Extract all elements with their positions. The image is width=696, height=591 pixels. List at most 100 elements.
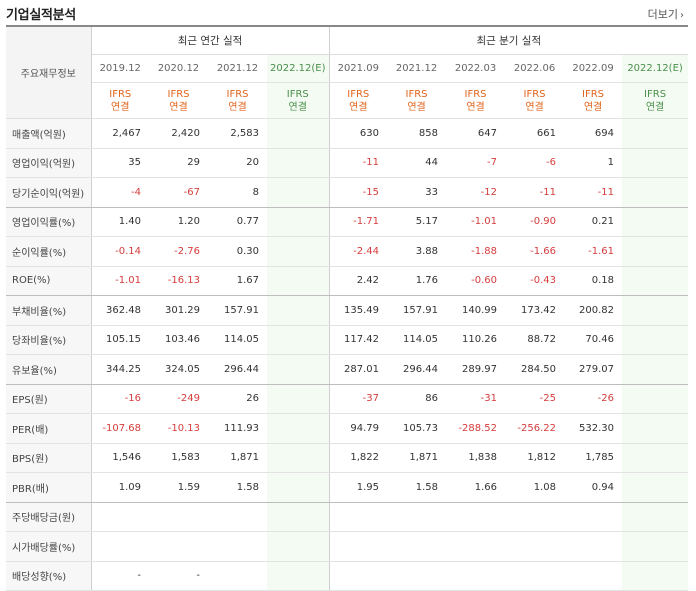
table-row: 순이익률(%) -0.14 -2.76 0.30 -2.44 3.88 -1.88 -1.66…: [6, 236, 689, 267]
basis-header: IFRS 연결: [564, 82, 623, 119]
cell-quarter: 1.95: [329, 472, 388, 503]
cell-annual: 1.20: [149, 207, 208, 237]
row-label: PBR(배): [6, 472, 92, 503]
cell-quarter: 44: [387, 148, 447, 178]
period-header: 2021.09: [329, 54, 388, 83]
cell-annual: 29: [149, 148, 208, 178]
cell-quarter: -1.01: [446, 207, 506, 237]
basis-ifrs: IFRS: [644, 88, 667, 100]
cell-annual: [267, 207, 330, 237]
cell-quarter: [446, 531, 506, 562]
basis-consolidated: 연결: [407, 101, 426, 113]
row-label: 순이익률(%): [6, 236, 92, 267]
cell-annual: [91, 502, 149, 532]
cell-quarter: [505, 561, 565, 591]
row-label: 매출액(억원): [6, 118, 92, 149]
cell-quarter: [564, 561, 623, 591]
basis-ifrs: IFRS: [464, 88, 487, 100]
cell-quarter: 110.26: [446, 325, 506, 355]
cell-annual: 1.58: [208, 472, 267, 503]
basis-ifrs: IFRS: [523, 88, 546, 100]
row-label: 주당배당금(원): [6, 502, 92, 532]
cell-annual: 1,546: [91, 443, 149, 473]
cell-annual: [208, 531, 267, 562]
row-label: 당기순이익(억원): [6, 177, 92, 208]
cell-quarter: 88.72: [505, 325, 565, 355]
row-label: 부채비율(%): [6, 295, 92, 326]
cell-quarter: [622, 413, 689, 444]
cell-annual: 1,871: [208, 443, 267, 473]
cell-quarter: 1: [564, 148, 623, 178]
period-header: 2022.12(E): [267, 54, 330, 83]
period-header: 2022.06: [505, 54, 565, 83]
cell-quarter: -37: [329, 384, 388, 414]
cell-quarter: 0.21: [564, 207, 623, 237]
cell-annual: -: [91, 561, 149, 591]
table-row: 당좌비율(%) 105.15 103.46 114.05 117.42 114.05 110…: [6, 325, 689, 355]
period-header: 2021.12: [387, 54, 447, 83]
cell-annual: 1.40: [91, 207, 149, 237]
basis-ifrs: IFRS: [109, 88, 132, 100]
table-row: 당기순이익(억원) -4 -67 8 -15 33 -12 -11 -11: [6, 177, 689, 208]
row-label: 유보율(%): [6, 354, 92, 385]
cell-quarter: 5.17: [387, 207, 447, 237]
cell-annual: -107.68: [91, 413, 149, 444]
cell-annual: [267, 118, 330, 149]
cell-quarter: -25: [505, 384, 565, 414]
cell-quarter: 157.91: [387, 295, 447, 326]
basis-ifrs: IFRS: [405, 88, 428, 100]
cell-annual: 26: [208, 384, 267, 414]
basis-header: IFRS 연결: [91, 82, 149, 119]
cell-quarter: 289.97: [446, 354, 506, 385]
cell-annual: -10.13: [149, 413, 208, 444]
row-label: ROE(%): [6, 266, 92, 296]
cell-quarter: [564, 502, 623, 532]
cell-annual: -2.76: [149, 236, 208, 267]
cell-quarter: -1.61: [564, 236, 623, 267]
cell-quarter: [622, 295, 689, 326]
cell-annual: 344.25: [91, 354, 149, 385]
cell-quarter: [622, 236, 689, 267]
financial-table: 주요재무정보 최근 연간 실적 최근 분기 실적 2019.12 2020.12 2021…: [6, 25, 689, 591]
cell-annual: -16.13: [149, 266, 208, 296]
cell-quarter: -7: [446, 148, 506, 178]
table-row: 배당성향(%) - -: [6, 561, 689, 591]
row-label: 당좌비율(%): [6, 325, 92, 355]
cell-annual: -0.14: [91, 236, 149, 267]
cell-quarter: [622, 207, 689, 237]
cell-quarter: 647: [446, 118, 506, 149]
table-row: PER(배) -107.68 -10.13 111.93 94.79 105.73 -288…: [6, 413, 689, 444]
basis-ifrs: IFRS: [167, 88, 190, 100]
basis-header: IFRS 연결: [622, 82, 689, 119]
cell-quarter: -1.66: [505, 236, 565, 267]
cell-quarter: -2.44: [329, 236, 388, 267]
quarter-group-header: 최근 분기 실적: [329, 25, 689, 55]
basis-consolidated: 연결: [169, 101, 188, 113]
basis-header: IFRS 연결: [149, 82, 208, 119]
cell-annual: [267, 354, 330, 385]
cell-quarter: [387, 561, 447, 591]
cell-annual: [267, 472, 330, 503]
cell-quarter: -11: [329, 148, 388, 178]
basis-consolidated: 연결: [583, 101, 603, 113]
cell-quarter: [622, 384, 689, 414]
chevron-right-icon: ›: [680, 10, 684, 21]
cell-annual: -4: [91, 177, 149, 208]
cell-quarter: 858: [387, 118, 447, 149]
cell-quarter: 140.99: [446, 295, 506, 326]
cell-annual: 157.91: [208, 295, 267, 326]
cell-quarter: [505, 531, 565, 562]
cell-quarter: -11: [505, 177, 565, 208]
cell-quarter: [446, 561, 506, 591]
cell-annual: 1.09: [91, 472, 149, 503]
cell-annual: 0.30: [208, 236, 267, 267]
cell-quarter: [622, 148, 689, 178]
more-label[interactable]: 더보기: [647, 8, 678, 21]
cell-annual: 1.67: [208, 266, 267, 296]
cell-annual: 111.93: [208, 413, 267, 444]
cell-annual: [267, 502, 330, 532]
cell-annual: [208, 561, 267, 591]
cell-quarter: 3.88: [387, 236, 447, 267]
basis-header: IFRS 연결: [505, 82, 565, 119]
more-link[interactable]: 더보기 ›: [648, 6, 684, 22]
